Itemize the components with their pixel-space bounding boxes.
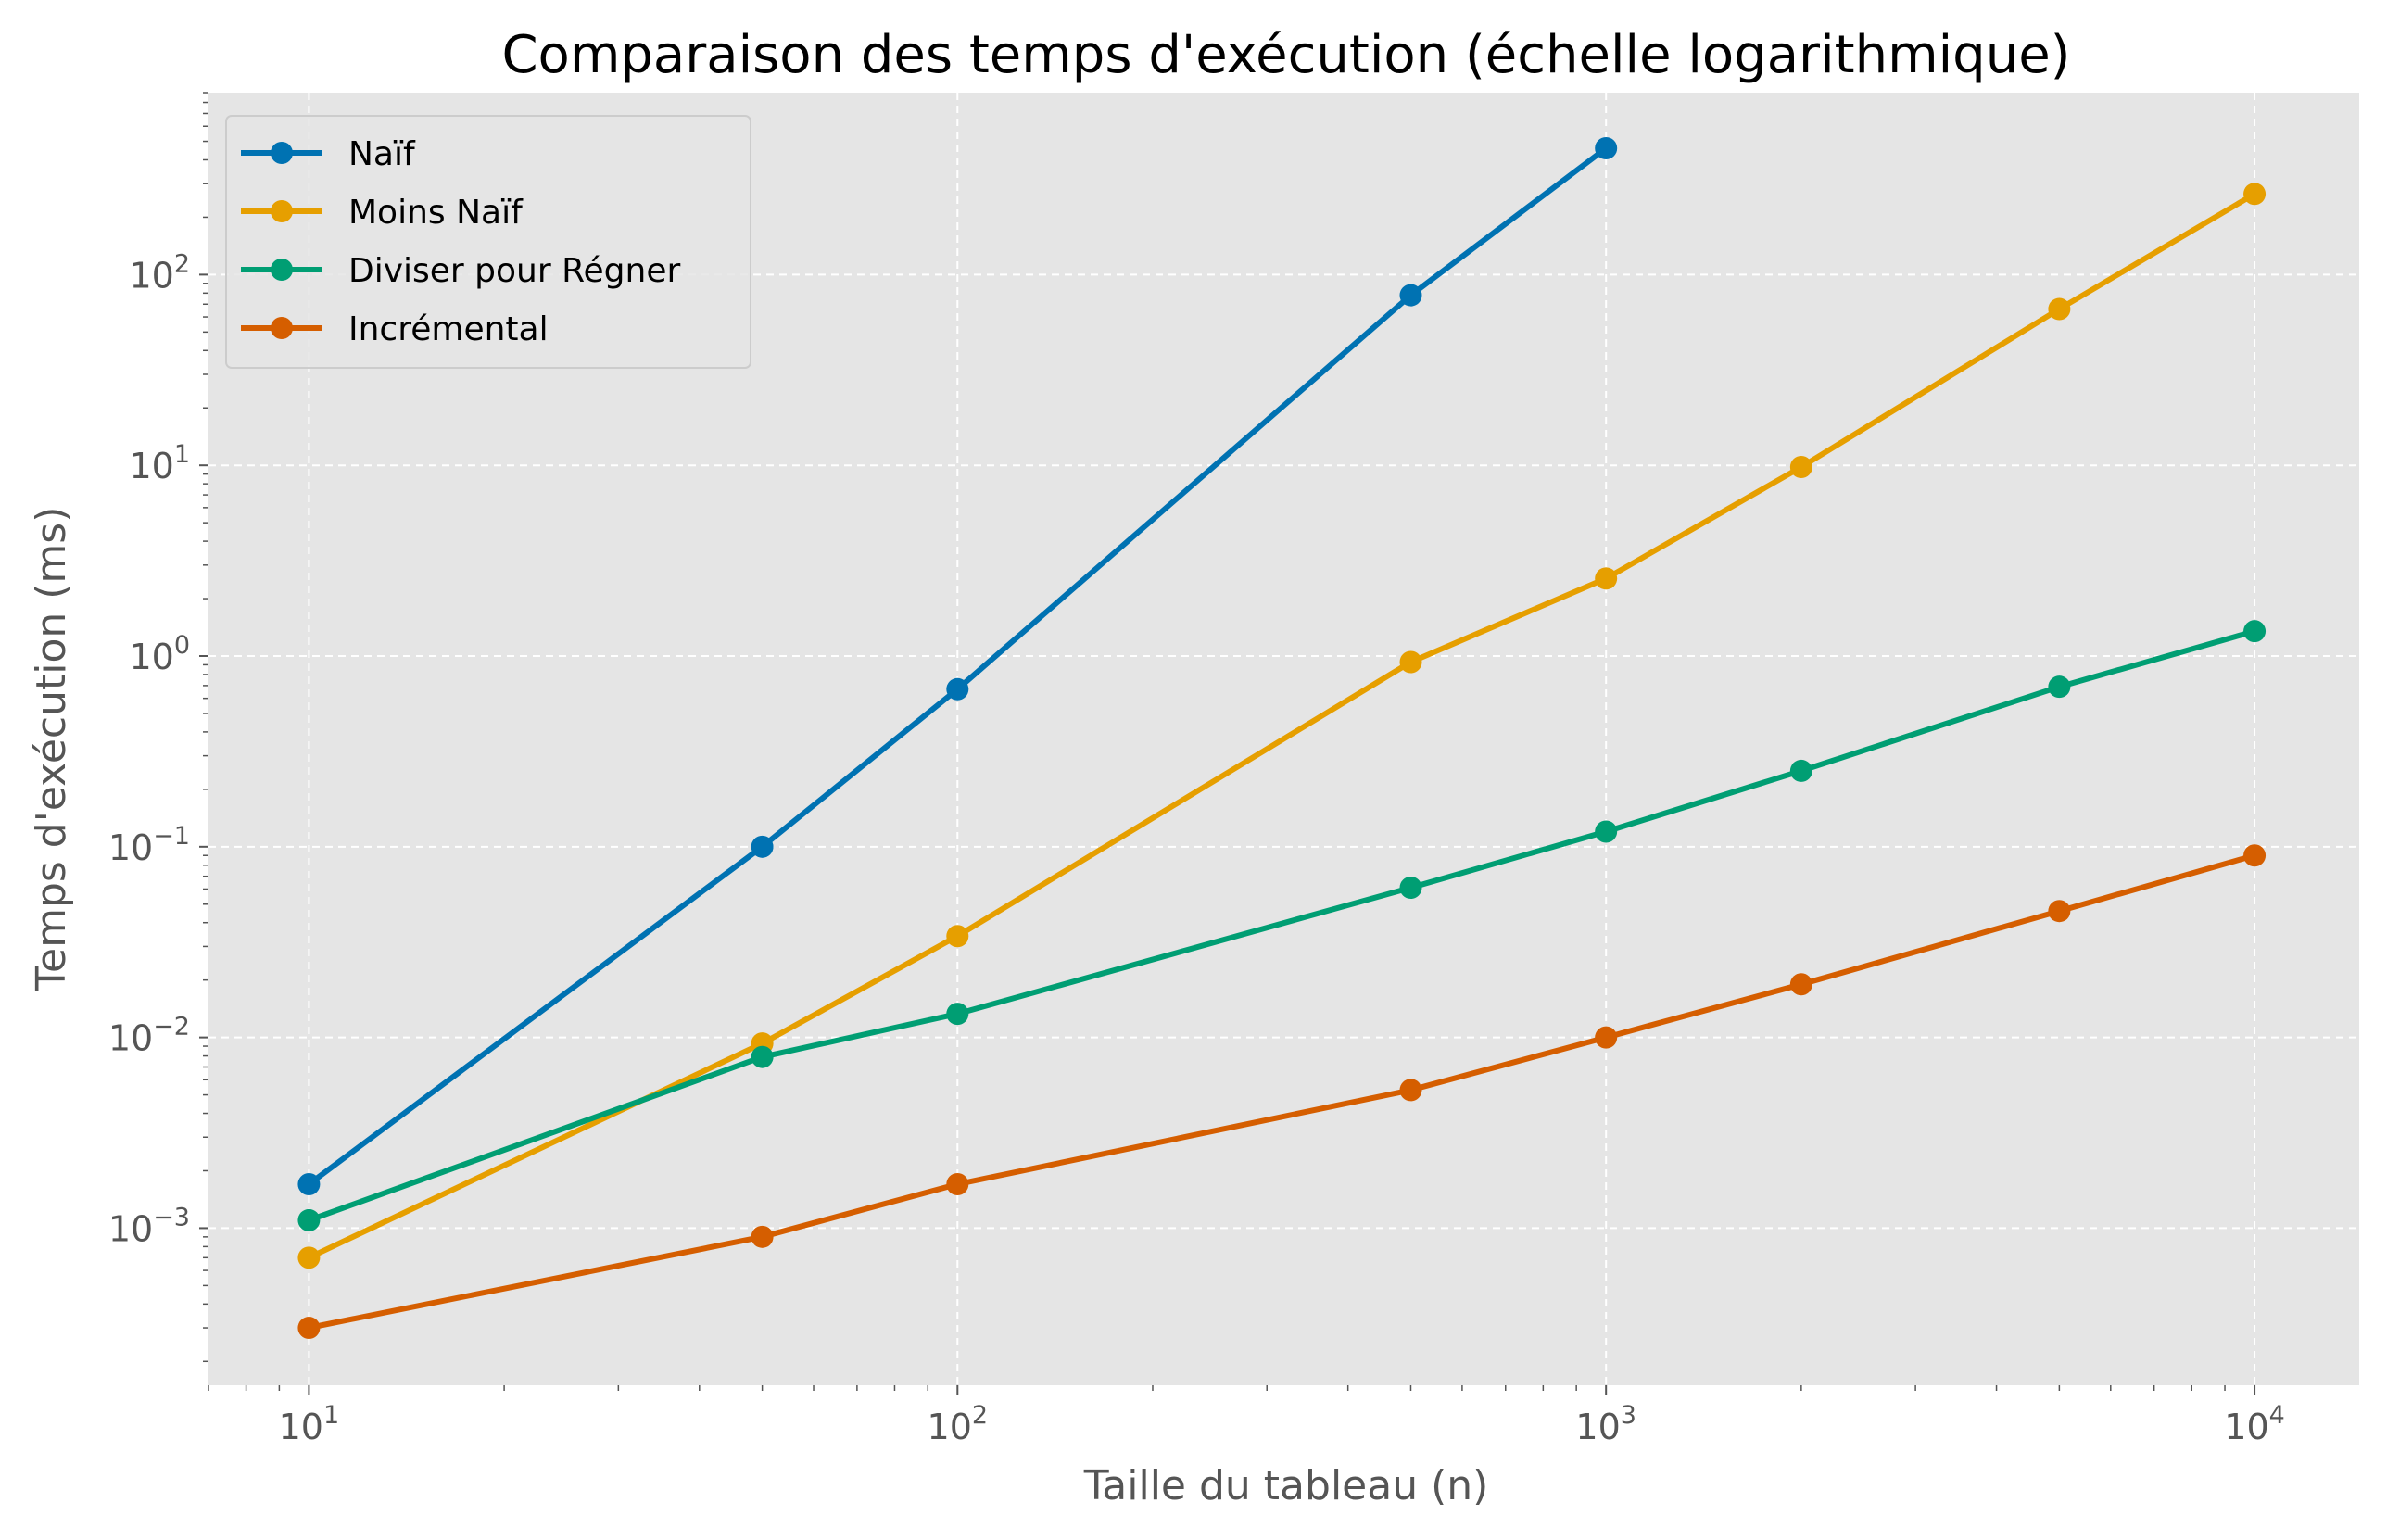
series-layer [297,136,2267,1340]
x-tick-label: 101 [279,1401,340,1447]
x-axis-label: Taille du tableau (n) [1083,1462,1489,1509]
chart-title: Comparaison des temps d'exécution (échel… [501,25,2070,85]
data-point [751,1225,774,1248]
data-point [1595,820,1618,843]
data-point [1399,284,1422,307]
minor-ticks [199,92,2256,1395]
legend-box [225,115,751,369]
data-point [1399,650,1422,674]
data-point [1399,876,1422,899]
legend-label: Moins Naïf [348,194,524,232]
data-point [2048,900,2071,923]
series-2 [297,183,2267,1269]
data-point [2243,620,2267,643]
legend-item: Incrémental [241,310,549,348]
legend-item: Diviser pour Régner [241,252,680,290]
data-point [946,1173,969,1196]
legend-label: Naïf [348,135,416,173]
x-tick-label: 103 [1575,1401,1636,1447]
series-line [306,852,2258,1331]
data-point [751,1045,774,1068]
y-tick-label: 100 [129,631,190,677]
legend-marker [271,142,293,164]
legend-marker [271,259,293,281]
data-point [2048,675,2071,699]
data-point [297,1208,321,1231]
series-1 [297,136,1618,1196]
legend: Naïf Moins Naïf Diviser pour Régner Incréme… [225,115,751,369]
x-tick-label: 104 [2224,1401,2285,1447]
y-tick-label: 10−2 [108,1013,190,1059]
y-tick-label: 101 [129,440,190,486]
data-point [1789,759,1812,782]
y-axis-label: Temps d'exécution (ms) [28,507,75,992]
data-point [1789,973,1812,996]
y-tick-label: 10−3 [108,1203,190,1249]
data-point [1789,456,1812,479]
y-tick-label: 102 [129,249,190,296]
data-point [1595,1026,1618,1049]
data-point [1595,567,1618,590]
data-point [297,1317,321,1340]
data-point [751,835,774,858]
series-line [306,191,2258,1261]
series-4 [297,844,2267,1340]
y-tick-label: 10−1 [108,822,190,868]
data-point [2048,297,2071,321]
data-point [2243,844,2267,867]
legend-marker [271,200,293,222]
tick-labels: 101 102 103 104 10−3 10−2 10−1 100 101 102 [108,249,2285,1447]
data-point [297,1173,321,1196]
legend-marker [271,317,293,339]
data-point [1399,1079,1422,1102]
data-point [2243,183,2267,206]
data-point [946,1003,969,1026]
x-tick-label: 102 [928,1401,989,1447]
legend-item: Moins Naïf [241,194,524,232]
legend-label: Incrémental [348,310,549,348]
series-line [306,628,2258,1223]
legend-item: Naïf [241,135,416,173]
legend-label: Diviser pour Régner [348,252,680,290]
series-3 [297,620,2267,1231]
data-point [1595,136,1618,159]
data-point [946,925,969,948]
data-point [946,677,969,701]
grid [208,93,2359,1385]
data-point [297,1246,321,1269]
